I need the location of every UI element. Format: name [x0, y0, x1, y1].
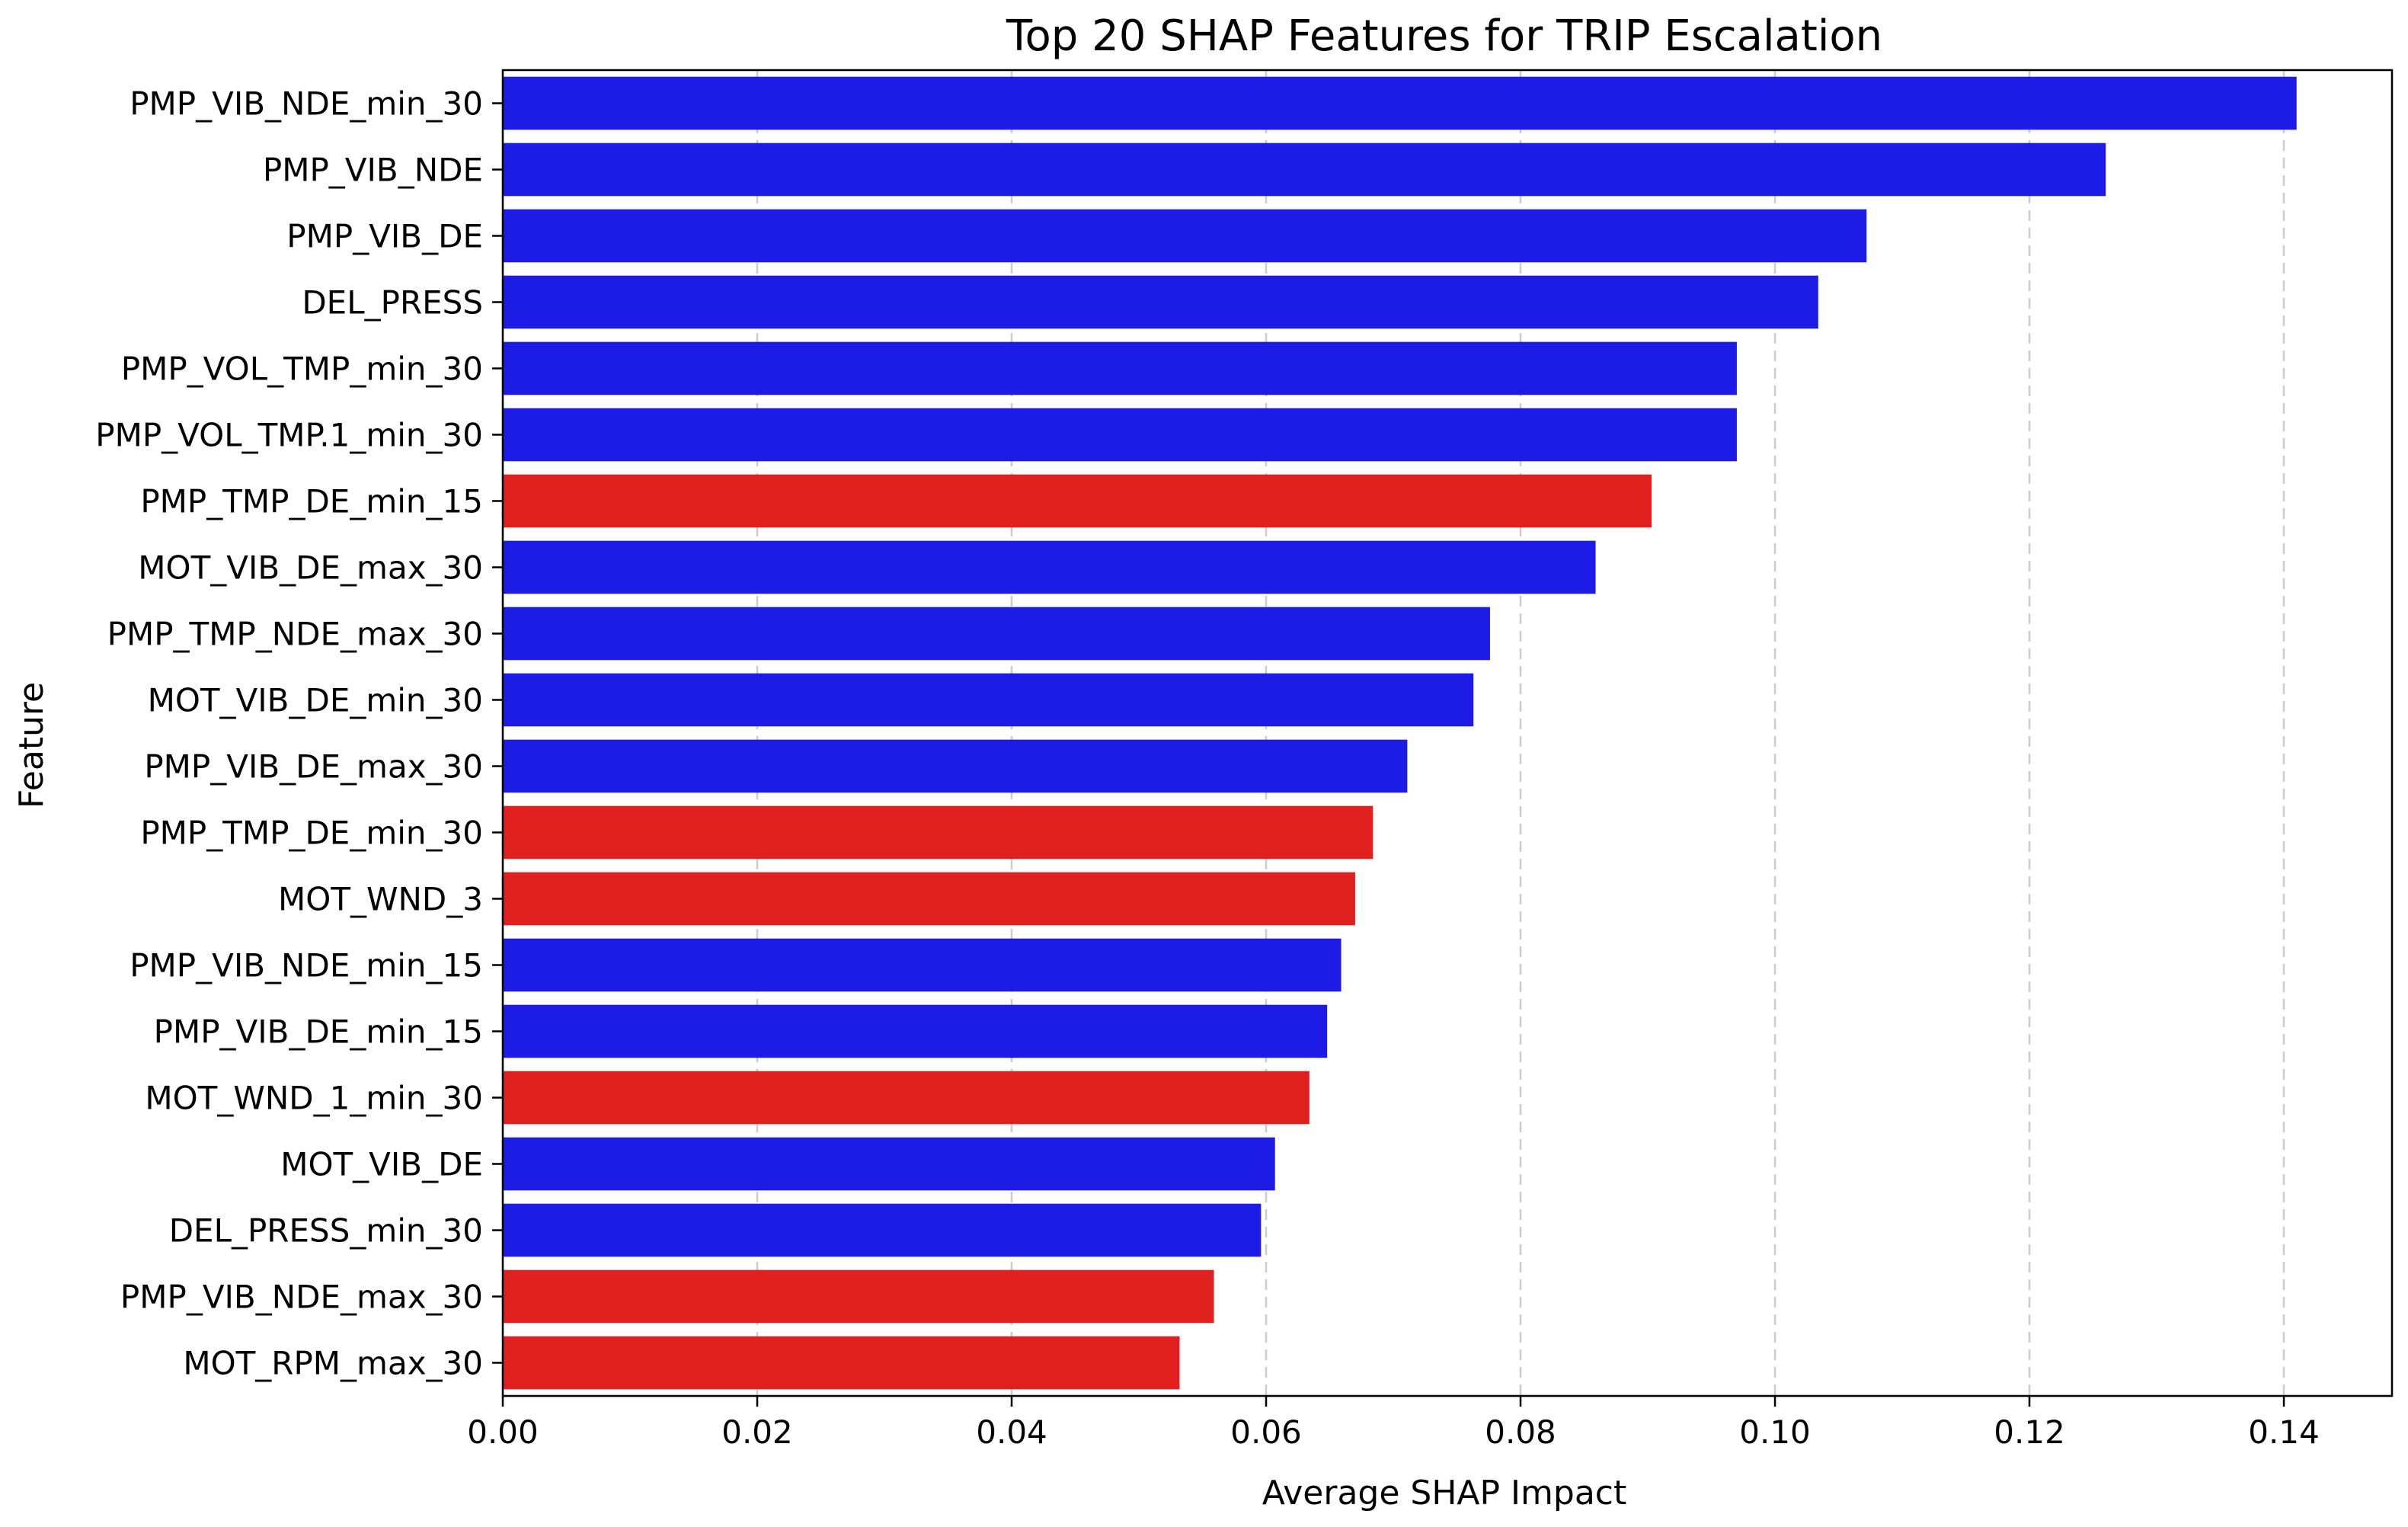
x-tick-label-3: 0.06: [1230, 1413, 1302, 1451]
plot-frame: [501, 69, 2394, 1397]
bar-2: [503, 209, 1867, 263]
y-tick-label-10: PMP_VIB_DE_max_30: [144, 748, 483, 786]
y-tick-label-16: MOT_VIB_DE: [280, 1146, 483, 1183]
y-tick-label-5: PMP_VOL_TMP.1_min_30: [95, 417, 483, 454]
bar-11: [503, 805, 1373, 860]
x-tick-label-0: 0.00: [467, 1413, 539, 1451]
y-tick-label-14: PMP_VIB_DE_min_15: [154, 1013, 483, 1051]
x-axis-ticks: 0.00 0.02 0.04 0.06 0.08 0.10 0.12 0.14: [467, 1396, 2320, 1451]
bar-5: [503, 408, 1737, 462]
y-tick-label-18: PMP_VIB_NDE_max_30: [120, 1279, 483, 1316]
y-axis-ticks: PMP_VIB_NDE_min_30 PMP_VIB_NDE PMP_VIB_DE D…: [95, 85, 503, 1382]
bar-8: [503, 607, 1490, 661]
y-tick-label-9: MOT_VIB_DE_min_30: [148, 682, 483, 719]
y-tick-label-8: PMP_TMP_NDE_max_30: [107, 616, 483, 653]
bar-9: [503, 673, 1474, 727]
y-tick-label-19: MOT_RPM_max_30: [183, 1345, 483, 1382]
bar-6: [503, 474, 1652, 528]
bar-3: [503, 275, 1818, 329]
x-tick-label-1: 0.02: [721, 1413, 793, 1451]
y-tick-label-13: PMP_VIB_NDE_min_15: [130, 947, 483, 984]
y-tick-label-1: PMP_VIB_NDE: [263, 152, 483, 189]
x-tick-label-2: 0.04: [976, 1413, 1047, 1451]
y-tick-label-4: PMP_VOL_TMP_min_30: [121, 351, 483, 388]
bar-10: [503, 739, 1408, 793]
y-tick-label-15: MOT_WND_1_min_30: [145, 1080, 483, 1117]
bar-12: [503, 872, 1355, 926]
bar-4: [503, 341, 1737, 395]
bar-0: [503, 76, 2297, 130]
bar-15: [503, 1071, 1310, 1125]
y-tick-label-17: DEL_PRESS_min_30: [169, 1212, 483, 1250]
axes-frame: [501, 69, 2394, 1397]
bar-13: [503, 938, 1342, 992]
bar-19: [503, 1336, 1180, 1390]
x-tick-label-5: 0.10: [1739, 1413, 1811, 1451]
y-tick-label-0: PMP_VIB_NDE_min_30: [130, 85, 483, 123]
x-tick-label-7: 0.14: [2248, 1413, 2320, 1451]
y-tick-label-7: MOT_VIB_DE_max_30: [138, 549, 483, 587]
y-tick-label-6: PMP_TMP_DE_min_15: [140, 483, 483, 520]
grid-lines: [501, 70, 2285, 1396]
bar-17: [503, 1203, 1262, 1257]
y-tick-label-11: PMP_TMP_DE_min_30: [140, 815, 483, 852]
y-tick-label-3: DEL_PRESS: [302, 284, 483, 322]
bars: [503, 76, 2297, 1390]
y-tick-label-12: MOT_WND_3: [278, 881, 483, 918]
bar-14: [503, 1004, 1328, 1058]
bar-1: [503, 142, 2106, 197]
x-tick-label-4: 0.08: [1485, 1413, 1556, 1451]
bar-18: [503, 1269, 1214, 1324]
x-axis-title: Average SHAP Impact: [1262, 1474, 1626, 1513]
y-tick-label-2: PMP_VIB_DE: [286, 218, 483, 255]
bar-7: [503, 540, 1596, 594]
bar-16: [503, 1137, 1275, 1191]
chart-title: Top 20 SHAP Features for TRIP Escalation: [1006, 11, 1882, 61]
y-axis-title: Feature: [12, 682, 51, 808]
x-tick-label-6: 0.12: [1994, 1413, 2065, 1451]
